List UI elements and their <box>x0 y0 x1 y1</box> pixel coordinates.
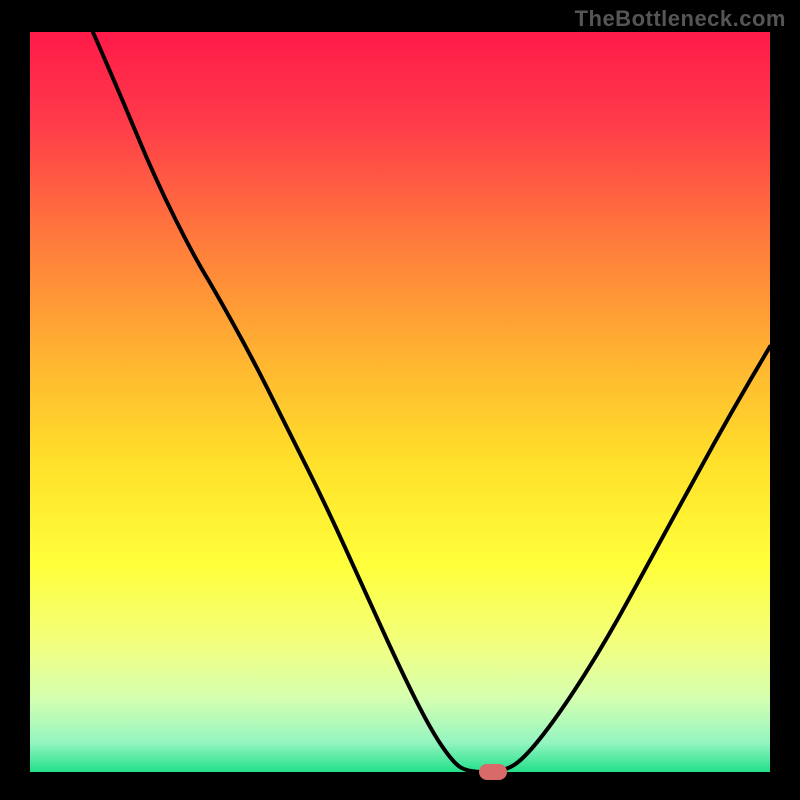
gradient-plot-area <box>30 32 770 772</box>
watermark-text: TheBottleneck.com <box>575 6 786 32</box>
chart-container: TheBottleneck.com <box>0 0 800 800</box>
minimum-marker <box>479 764 507 780</box>
